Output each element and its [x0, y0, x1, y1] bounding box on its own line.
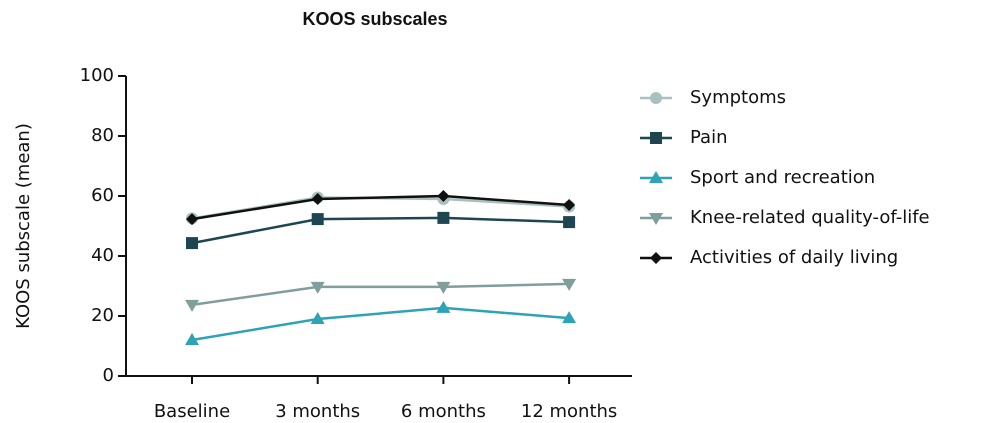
data-point — [436, 300, 451, 313]
data-point — [310, 281, 325, 294]
series-line — [191, 194, 570, 221]
data-point — [437, 211, 450, 224]
data-point — [186, 213, 198, 226]
x-tick-label: 12 months — [521, 401, 617, 422]
x-tick-label: 3 months — [275, 401, 360, 422]
data-point — [563, 216, 576, 229]
y-tick-label: 60 — [91, 185, 114, 206]
series-line — [191, 216, 570, 245]
legend-marker — [650, 252, 662, 264]
data-point — [311, 213, 324, 226]
legend-marker — [649, 171, 663, 183]
legend-marker — [650, 92, 662, 104]
series-line — [191, 282, 570, 307]
data-point — [436, 281, 451, 294]
data-point — [185, 333, 199, 345]
y-tick-label: 40 — [91, 245, 114, 266]
legend-marker — [649, 213, 663, 225]
data-point — [186, 237, 198, 250]
y-tick-label: 80 — [91, 125, 114, 146]
y-tick-label: 0 — [103, 365, 114, 386]
chart-title: KOOS subscales — [302, 9, 447, 29]
y-tick-label: 100 — [80, 65, 114, 86]
data-point — [563, 199, 576, 211]
y-axis-label: KOOS subscale (mean) — [13, 123, 34, 329]
legend-label: Knee-related quality-of-life — [690, 207, 930, 228]
legend-marker — [650, 132, 662, 144]
x-tick-label: 6 months — [401, 401, 486, 422]
data-point — [185, 299, 199, 312]
data-point — [562, 311, 577, 324]
data-point — [311, 193, 324, 205]
data-point — [437, 190, 450, 202]
legend-label: Sport and recreation — [690, 167, 875, 188]
legend-label: Symptoms — [690, 87, 786, 108]
data-point — [310, 312, 325, 324]
axes — [125, 76, 632, 377]
data-point — [562, 278, 577, 291]
x-tick-label: Baseline — [154, 401, 230, 422]
series-line — [191, 306, 570, 342]
y-tick-label: 20 — [91, 305, 114, 326]
legend-label: Pain — [690, 127, 728, 148]
legend-label: Activities of daily living — [690, 247, 898, 268]
